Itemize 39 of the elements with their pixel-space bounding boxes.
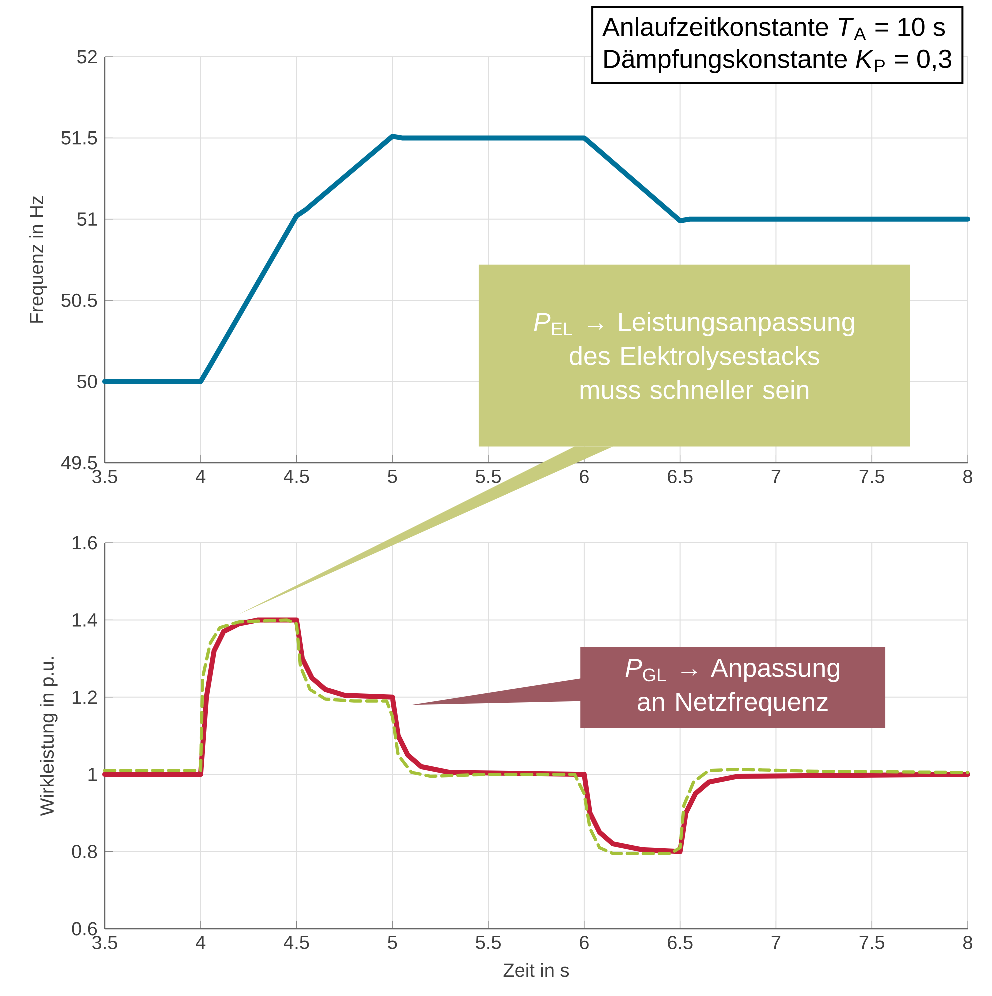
- y-tick-label: 1: [88, 768, 97, 782]
- annotation: P$_{EL}$ → Leistungsanpassung des Elektrolysestacks muss schneller sein: [534, 312, 854, 400]
- y-axis-title: Wirkleistung in p.u.: [40, 658, 58, 816]
- x-tick-label: 5: [388, 470, 398, 484]
- y-tick-label: 49.5: [61, 456, 98, 470]
- x-tick-label: 5.5: [476, 470, 501, 484]
- x-tick-label: 8: [964, 470, 972, 484]
- x-tick-label: 3.5: [92, 470, 118, 484]
- y-tick-label: 50.5: [62, 294, 98, 308]
- y-tick-label: 0.8: [72, 845, 98, 859]
- x-tick-label: 6: [580, 936, 589, 950]
- x-tick-label: 7.5: [860, 470, 885, 484]
- x-axis-title: Zeit in s: [504, 963, 570, 978]
- y-tick-label: 50: [78, 375, 98, 389]
- y-tick-label: 51.5: [62, 132, 98, 145]
- y-tick-label: 0.6: [72, 922, 98, 936]
- x-tick-label: 7: [772, 470, 781, 484]
- y-axis-title: Frequenz in Hz: [30, 196, 48, 323]
- x-tick-label: 6: [580, 470, 589, 484]
- x-tick-label: 4.5: [284, 470, 310, 484]
- annotation: P$_{GL}$ → Anpassung an Netzfrequenz: [626, 659, 840, 716]
- x-tick-label: 6.5: [668, 936, 693, 950]
- x-tick-label: 3.5: [92, 936, 118, 950]
- x-tick-label: 8: [964, 936, 972, 950]
- x-tick-label: 7.5: [860, 936, 885, 950]
- x-tick-label: 5: [388, 936, 398, 950]
- annotation: Dämpfungskonstante K$_{P}$ = 0,3: [604, 49, 952, 74]
- x-tick-label: 6.5: [668, 470, 693, 484]
- x-tick-label: 4.5: [284, 936, 310, 950]
- y-tick-label: 52: [78, 50, 97, 64]
- text: Anlaufzeitkonstante T$_{A}$ = 10 s: [602, 17, 946, 40]
- y-tick-label: 1.6: [72, 536, 98, 550]
- x-tick-label: 5.5: [476, 936, 501, 950]
- y-tick-label: 51: [78, 212, 97, 226]
- y-tick-label: 1.2: [72, 690, 97, 704]
- x-tick-label: 4: [196, 936, 206, 950]
- x-tick-label: 7: [772, 936, 781, 950]
- x-tick-label: 4: [196, 470, 206, 484]
- y-tick-label: 1.4: [72, 614, 98, 627]
